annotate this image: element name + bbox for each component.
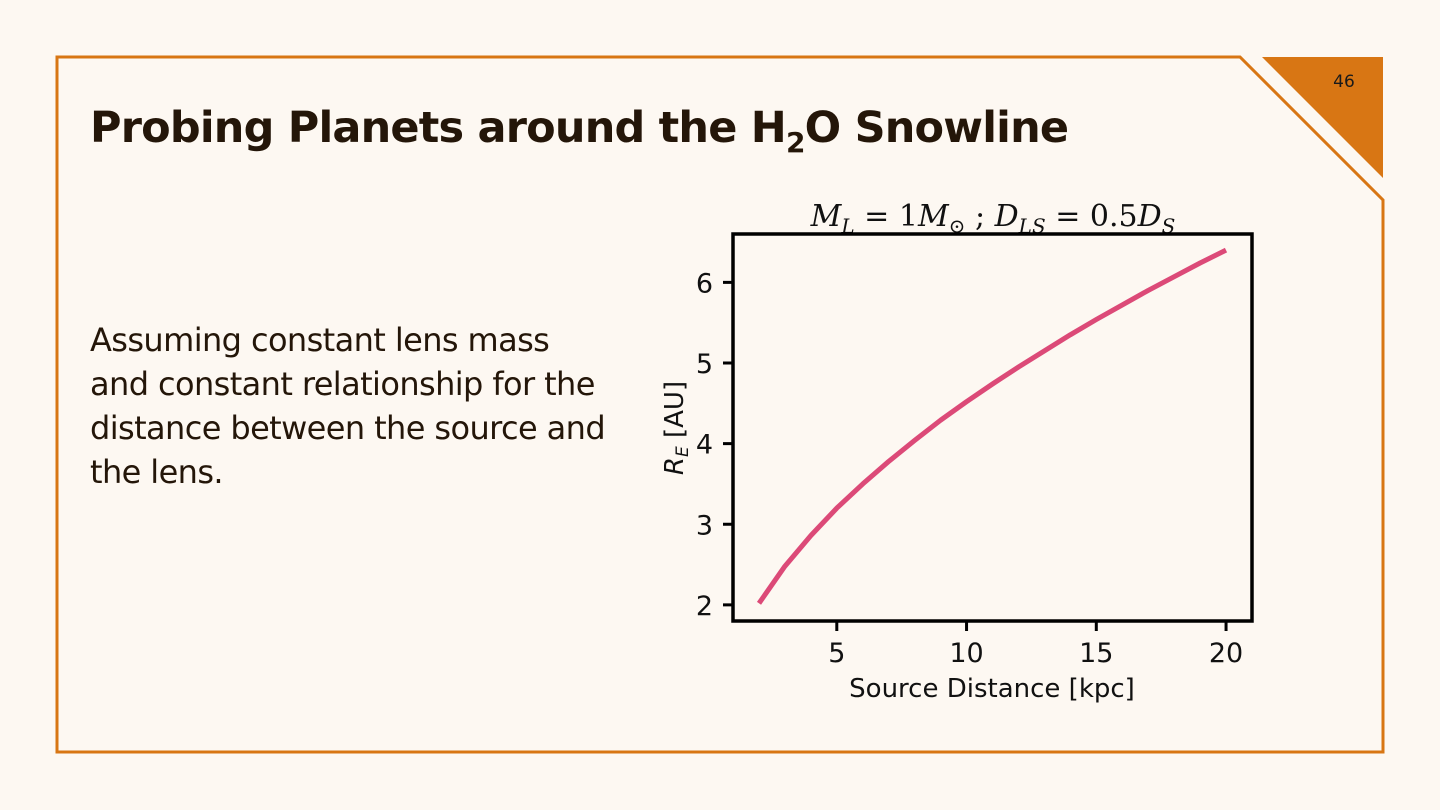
x-tick-label: 15 <box>1079 638 1113 669</box>
x-tick-label: 5 <box>828 638 845 669</box>
y-axis: 2 3 4 5 6 <box>696 268 733 622</box>
x-tick-label: 10 <box>949 638 983 669</box>
chart-title: ML = 1M⊙ ; DLS = 0.5DS <box>810 199 1176 238</box>
x-axis-label: Source Distance [kpc] <box>849 674 1135 704</box>
x-axis: 5 10 15 20 <box>828 621 1243 669</box>
series-line <box>756 247 1228 605</box>
slide-title: Probing Planets around the H2O Snowline <box>90 103 1069 157</box>
y-tick-label: 6 <box>696 268 713 299</box>
y-tick-label: 3 <box>696 510 713 541</box>
y-tick-label: 2 <box>696 591 713 622</box>
y-tick-label: 4 <box>696 430 713 461</box>
body-text: Assuming constant lens mass and constant… <box>90 321 606 491</box>
page-number: 46 <box>1333 72 1355 92</box>
corner-tab <box>1262 57 1383 178</box>
y-tick-label: 5 <box>696 349 713 380</box>
title-subscript: 2 <box>785 126 805 159</box>
frame-border <box>55 55 1385 754</box>
title-prefix: Probing Planets around the H <box>90 103 787 153</box>
series-layer <box>756 247 1228 605</box>
title-suffix: O Snowline <box>804 103 1069 153</box>
y-axis-label: RE [AU] <box>660 381 693 475</box>
plot-area <box>731 232 1254 623</box>
x-tick-label: 20 <box>1209 638 1243 669</box>
